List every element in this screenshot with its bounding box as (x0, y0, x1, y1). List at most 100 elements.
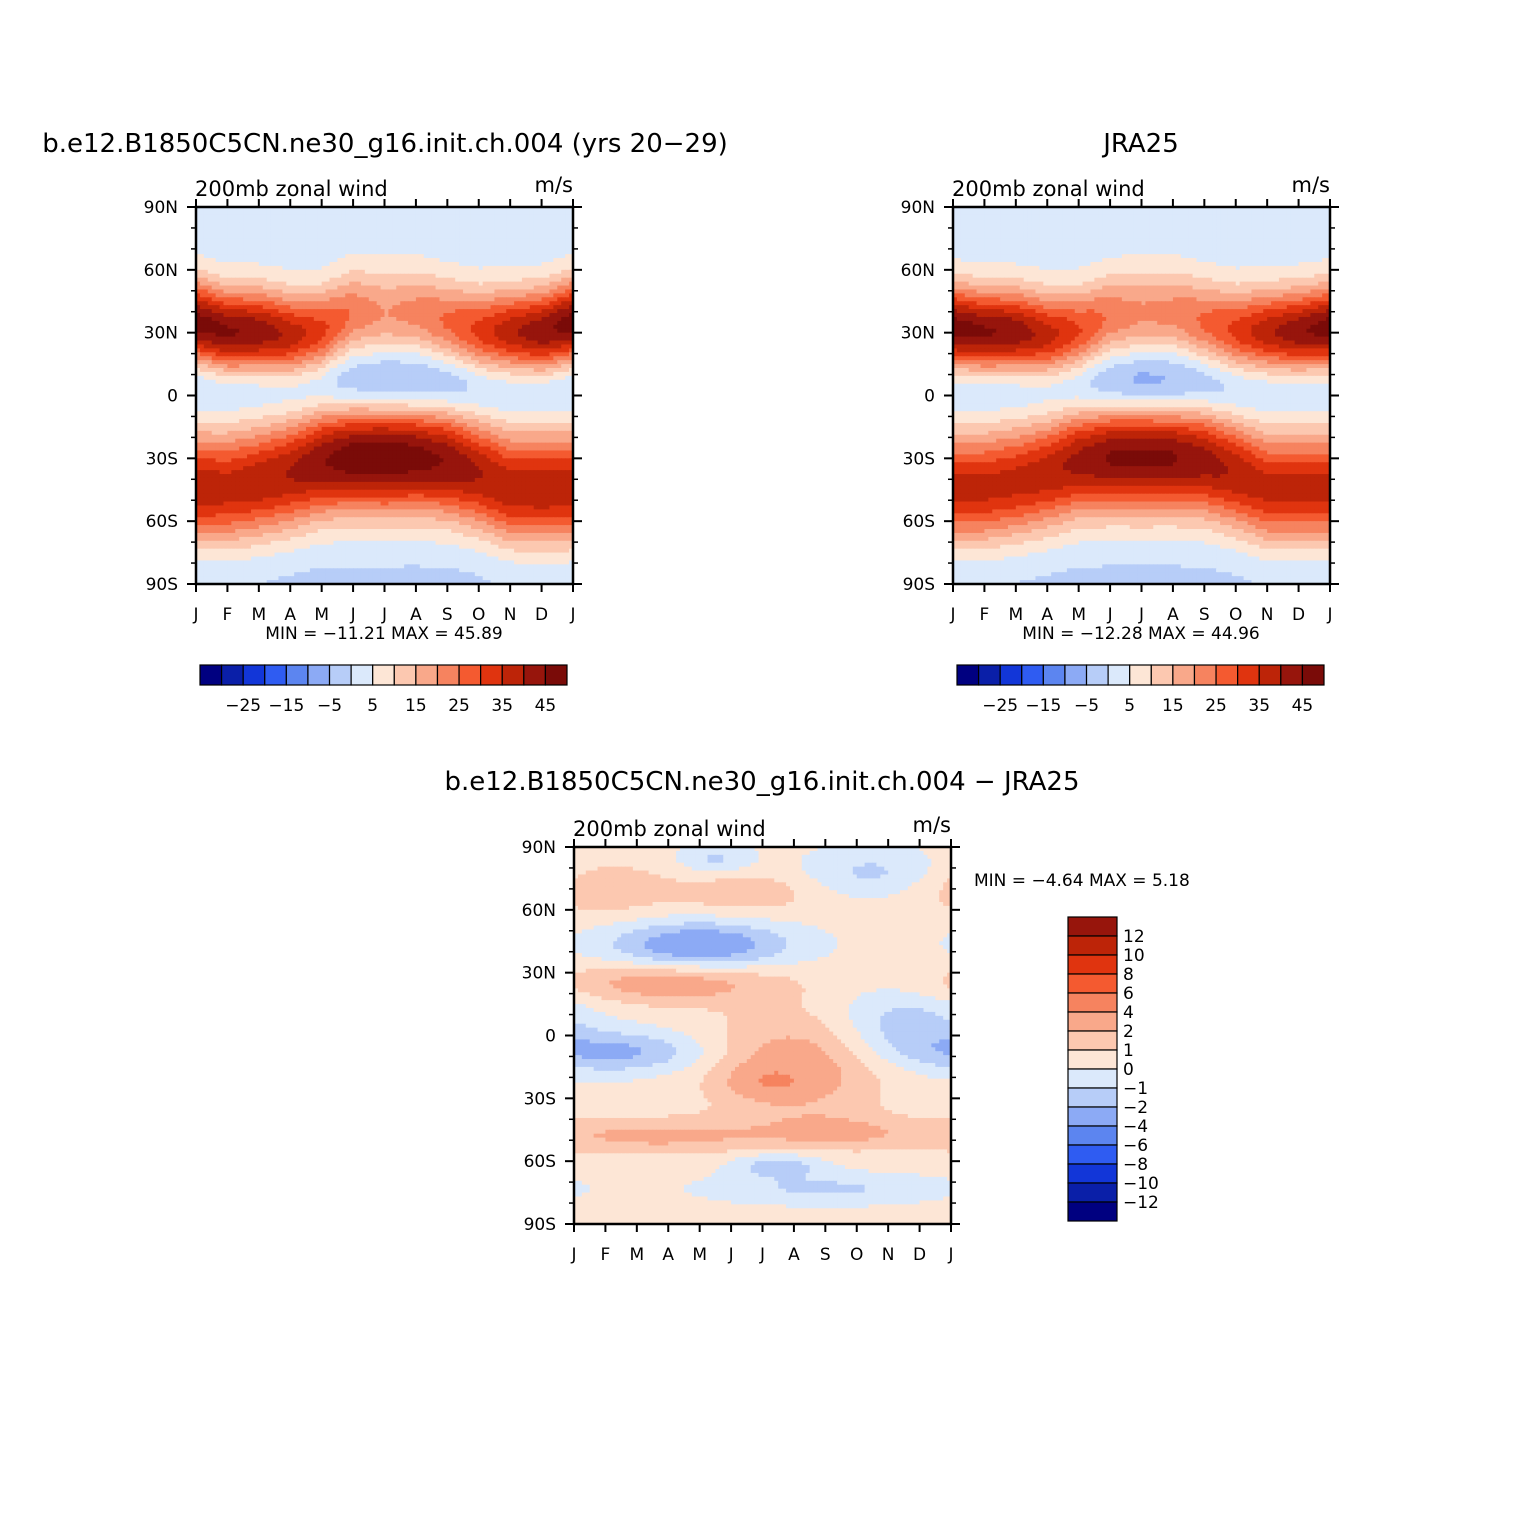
heatmap-cell (380, 387, 386, 393)
heatmap-cell (309, 364, 315, 369)
heatmap-cell (545, 234, 551, 240)
heatmap-cell (396, 246, 401, 251)
heatmap-cell (541, 226, 547, 232)
heatmap-cell (372, 210, 378, 216)
heatmap-cell (341, 332, 346, 338)
heatmap-cell (447, 246, 452, 251)
heatmap-cell (525, 313, 531, 318)
heatmap-cell (443, 207, 448, 212)
heatmap-cell (302, 269, 307, 275)
heatmap-cell (372, 403, 378, 408)
heatmap-cell (494, 336, 499, 342)
heatmap-cell (486, 352, 492, 357)
heatmap-cell (290, 332, 295, 338)
heatmap-cell (215, 273, 221, 279)
heatmap-cell (466, 371, 472, 377)
heatmap-cell (557, 391, 562, 397)
heatmap-cell (231, 379, 236, 385)
heatmap-cell (345, 356, 350, 361)
heatmap-cell (510, 368, 515, 373)
heatmap-cell (478, 258, 484, 263)
heatmap-cell (207, 254, 213, 259)
heatmap-cell (360, 254, 366, 259)
heatmap-cell (333, 258, 338, 263)
heatmap-cell (478, 340, 484, 346)
heatmap-cell (514, 387, 519, 393)
heatmap-cell (411, 375, 417, 381)
heatmap-cell (557, 313, 562, 318)
heatmap-cell (239, 207, 244, 212)
heatmap-cell (270, 281, 276, 287)
heatmap-cell (506, 313, 511, 318)
heatmap-cell (545, 352, 551, 357)
heatmap-cell (270, 320, 276, 326)
heatmap-cell (196, 207, 201, 212)
heatmap-cell (337, 234, 342, 240)
heatmap-cell (392, 371, 397, 377)
heatmap-cell (282, 313, 287, 318)
heatmap-cell (317, 328, 323, 334)
heatmap-cell (274, 403, 280, 408)
heatmap-cell (305, 379, 311, 385)
heatmap-cell (353, 407, 358, 412)
heatmap-cell (302, 250, 307, 255)
heatmap-cell (270, 289, 276, 294)
heatmap-cell (451, 246, 456, 251)
heatmap-cell (247, 340, 252, 346)
heatmap-cell (463, 336, 468, 342)
heatmap-cell (459, 348, 464, 353)
heatmap-cell (203, 207, 209, 212)
heatmap-cell (333, 368, 338, 373)
heatmap-cell (243, 340, 248, 346)
heatmap-cell (541, 348, 547, 353)
heatmap-cell (502, 289, 507, 294)
heatmap-cell (474, 234, 480, 240)
heatmap-cell (250, 226, 256, 232)
heatmap-cell (235, 285, 240, 291)
heatmap-cell (400, 309, 405, 314)
heatmap-cell (235, 348, 240, 353)
heatmap-cell (541, 281, 547, 287)
heatmap-cell (376, 407, 382, 412)
heatmap-cell (305, 352, 311, 357)
heatmap-cell (466, 285, 472, 291)
heatmap-cell (313, 368, 319, 373)
heatmap-cell (419, 356, 425, 361)
heatmap-cell (423, 250, 429, 255)
heatmap-cell (408, 246, 413, 251)
heatmap-cell (396, 399, 401, 404)
heatmap-cell (439, 407, 445, 412)
heatmap-cell (376, 285, 382, 291)
heatmap-cell (196, 364, 201, 369)
heatmap-cell (203, 328, 209, 334)
heatmap-cell (521, 258, 527, 263)
heatmap-cell (490, 214, 496, 220)
heatmap-cell (196, 340, 201, 346)
heatmap-cell (215, 210, 221, 216)
heatmap-cell (341, 242, 346, 247)
heatmap-cell (360, 324, 366, 330)
heatmap-cell (443, 320, 448, 326)
heatmap-cell (565, 207, 570, 212)
heatmap-cell (302, 242, 307, 247)
heatmap-cell (451, 238, 456, 243)
heatmap-cell (541, 399, 547, 404)
heatmap-cell (419, 258, 425, 263)
heatmap-cell (235, 356, 240, 361)
heatmap-cell (455, 234, 460, 240)
heatmap-cell (278, 218, 283, 224)
heatmap-cell (494, 226, 499, 232)
heatmap-cell (411, 234, 417, 240)
heatmap-cell (258, 218, 264, 224)
heatmap-cell (254, 261, 260, 267)
heatmap-cell (549, 387, 554, 393)
heatmap-cell (341, 368, 346, 373)
heatmap-cell (199, 250, 205, 255)
heatmap-cell (435, 328, 441, 334)
heatmap-cell (490, 391, 496, 397)
heatmap-cell (506, 309, 511, 314)
heatmap-cell (219, 258, 225, 263)
heatmap-cell (223, 371, 229, 377)
heatmap-cell (419, 403, 425, 408)
heatmap-cell (529, 301, 535, 306)
